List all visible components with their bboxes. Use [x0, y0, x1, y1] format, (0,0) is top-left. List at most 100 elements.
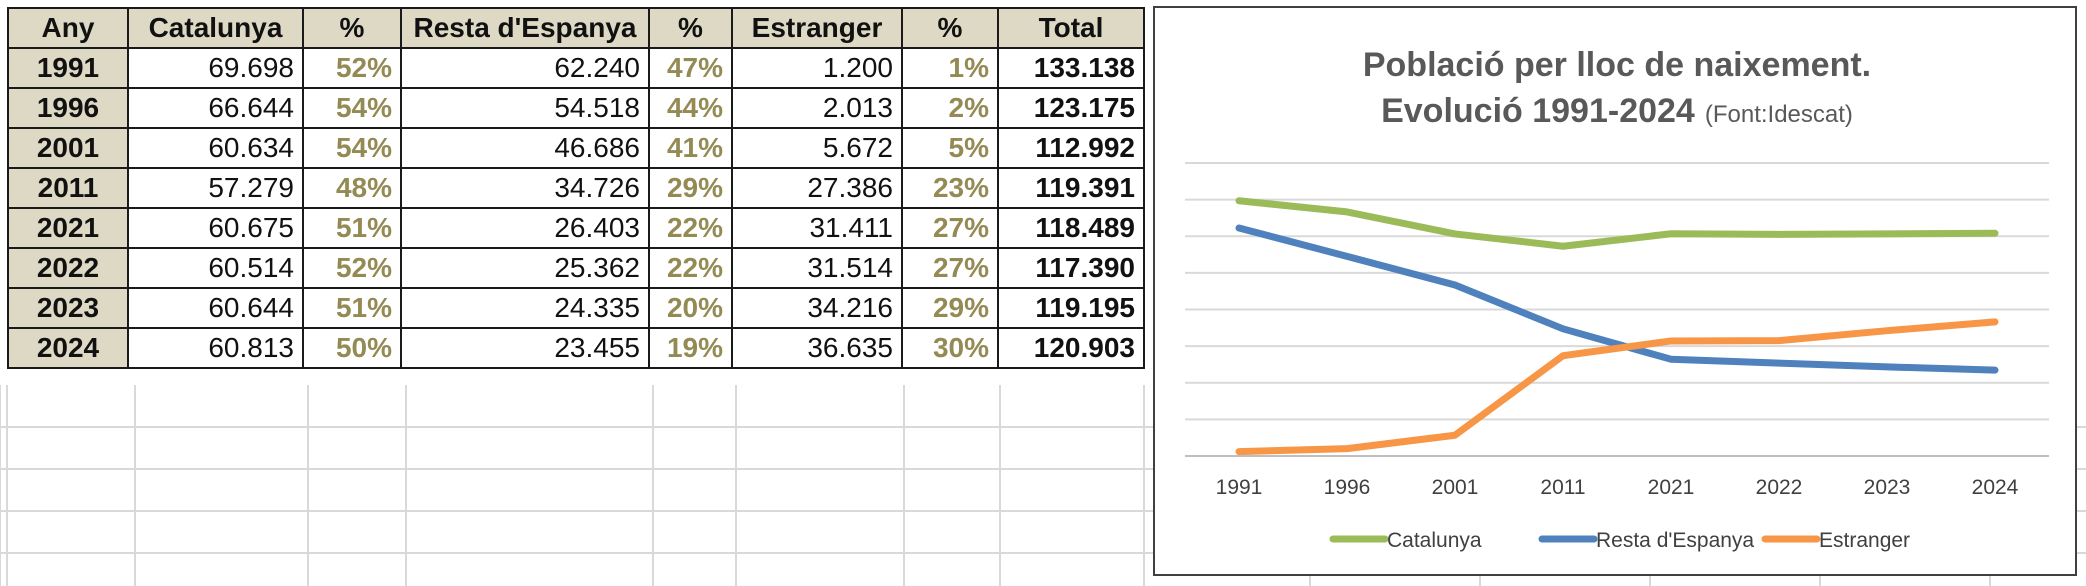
data-point — [1346, 447, 1348, 450]
catalunya-pct-cell: 52% — [302, 47, 402, 89]
catalunya-cell: 60.514 — [127, 247, 304, 289]
catalunya-cell: 60.813 — [127, 327, 304, 369]
catalunya-cell: 60.644 — [127, 287, 304, 329]
data-point — [1562, 354, 1564, 357]
catalunya-pct-cell: 54% — [302, 127, 402, 169]
estranger-cell: 31.411 — [731, 207, 903, 249]
total-cell: 118.489 — [997, 207, 1145, 249]
total-cell: 119.391 — [997, 167, 1145, 209]
resta-cell: 46.686 — [400, 127, 650, 169]
estranger-pct-cell: 2% — [901, 87, 999, 129]
resta-cell: 34.726 — [400, 167, 650, 209]
year-cell: 1991 — [7, 47, 129, 89]
resta-cell: 24.335 — [400, 287, 650, 329]
catalunya-pct-cell: 51% — [302, 207, 402, 249]
catalunya-cell: 60.634 — [127, 127, 304, 169]
legend-label: Catalunya — [1387, 529, 1482, 552]
chart-legend: Catalunya Resta d'Espanya Estranger — [1329, 529, 1910, 552]
chart-title-line2: Evolució 1991-2024 — [1381, 92, 1695, 130]
total-cell: 117.390 — [997, 247, 1145, 289]
table-header-row: Any Catalunya% Resta d'Espanya% Estranger% T… — [7, 7, 1145, 49]
catalunya-pct-cell: 50% — [302, 327, 402, 369]
x-tick-label: 2021 — [1648, 476, 1695, 499]
catalunya-cell: 69.698 — [127, 47, 304, 89]
resta-pct-cell: 22% — [648, 247, 733, 289]
estranger-pct-cell: 23% — [901, 167, 999, 209]
x-tick-label: 1991 — [1216, 476, 1263, 499]
year-cell: 1996 — [7, 87, 129, 129]
table-row: 2022 60.514 52% 25.362 22% 31.514 27% 117.390 — [7, 247, 1145, 289]
chart-x-axis: 1991 1996 2001 2011 2021 2022 2023 2024 — [1216, 476, 2019, 499]
catalunya-pct-cell: 51% — [302, 287, 402, 329]
resta-pct-cell: 19% — [648, 327, 733, 369]
estranger-pct-cell: 5% — [901, 127, 999, 169]
resta-cell: 25.362 — [400, 247, 650, 289]
data-point — [1994, 320, 1996, 323]
data-point — [1670, 232, 1672, 235]
data-point — [1562, 327, 1564, 330]
data-point — [1238, 227, 1240, 230]
estranger-pct-cell: 27% — [901, 207, 999, 249]
column-header: Resta d'Espanya — [400, 7, 650, 49]
estranger-cell: 36.635 — [731, 327, 903, 369]
year-cell: 2023 — [7, 287, 129, 329]
chart-subtitle: Evolució 1991-2024 (Font:Idescat) — [1381, 92, 1853, 130]
estranger-cell: 34.216 — [731, 287, 903, 329]
table-row: 2001 60.634 54% 46.686 41% 5.672 5% 112.992 — [7, 127, 1145, 169]
table-row: 1991 69.698 52% 62.240 47% 1.200 1% 133.138 — [7, 47, 1145, 89]
resta-pct-cell: 22% — [648, 207, 733, 249]
estranger-pct-cell: 29% — [901, 287, 999, 329]
estranger-cell: 1.200 — [731, 47, 903, 89]
estranger-cell: 31.514 — [731, 247, 903, 289]
data-point — [1454, 434, 1456, 437]
chart-container[interactable]: Població per lloc de naixement. Evolució… — [1153, 6, 2077, 576]
catalunya-cell: 60.675 — [127, 207, 304, 249]
data-point — [1346, 255, 1348, 258]
data-point — [1778, 233, 1780, 236]
total-cell: 120.903 — [997, 327, 1145, 369]
x-tick-label: 2001 — [1432, 476, 1479, 499]
resta-pct-cell: 44% — [648, 87, 733, 129]
data-point — [1886, 232, 1888, 235]
catalunya-pct-cell: 52% — [302, 247, 402, 289]
table-row: 2021 60.675 51% 26.403 22% 31.411 27% 118.489 — [7, 207, 1145, 249]
column-header: % — [302, 7, 402, 49]
x-tick-label: 2011 — [1540, 476, 1585, 499]
data-point — [1454, 232, 1456, 235]
column-header: Catalunya — [127, 7, 304, 49]
data-point — [1778, 362, 1780, 365]
data-point — [1238, 450, 1240, 453]
catalunya-cell: 57.279 — [127, 167, 304, 209]
data-point — [1238, 199, 1240, 202]
year-cell: 2001 — [7, 127, 129, 169]
resta-pct-cell: 29% — [648, 167, 733, 209]
estranger-pct-cell: 30% — [901, 327, 999, 369]
year-cell: 2011 — [7, 167, 129, 209]
table-row: 2011 57.279 48% 34.726 29% 27.386 23% 119.391 — [7, 167, 1145, 209]
data-point — [1994, 232, 1996, 235]
resta-cell: 54.518 — [400, 87, 650, 129]
total-cell: 123.175 — [997, 87, 1145, 129]
resta-pct-cell: 47% — [648, 47, 733, 89]
chart-title: Població per lloc de naixement. — [1363, 46, 1871, 84]
catalunya-pct-cell: 54% — [302, 87, 402, 129]
data-point — [1670, 358, 1672, 361]
estranger-pct-cell: 1% — [901, 47, 999, 89]
column-header: % — [648, 7, 733, 49]
table-row: 1996 66.644 54% 54.518 44% 2.013 2% 123.175 — [7, 87, 1145, 129]
table-row: 2024 60.813 50% 23.455 19% 36.635 30% 120.903 — [7, 327, 1145, 369]
catalunya-pct-cell: 48% — [302, 167, 402, 209]
data-point — [1778, 339, 1780, 342]
chart-source-note: (Font:Idescat) — [1705, 101, 1853, 128]
table-row: 2023 60.644 51% 24.335 20% 34.216 29% 119.195 — [7, 287, 1145, 329]
estranger-cell: 5.672 — [731, 127, 903, 169]
series-line-resta-d-espanya — [1235, 224, 1999, 374]
population-table: Any Catalunya% Resta d'Espanya% Estranger% T… — [7, 7, 1145, 369]
year-cell: 2024 — [7, 327, 129, 369]
resta-pct-cell: 41% — [648, 127, 733, 169]
data-point — [1346, 210, 1348, 213]
series-line-estranger — [1235, 318, 1999, 456]
total-cell: 133.138 — [997, 47, 1145, 89]
x-tick-label: 2022 — [1756, 476, 1803, 499]
year-cell: 2021 — [7, 207, 129, 249]
